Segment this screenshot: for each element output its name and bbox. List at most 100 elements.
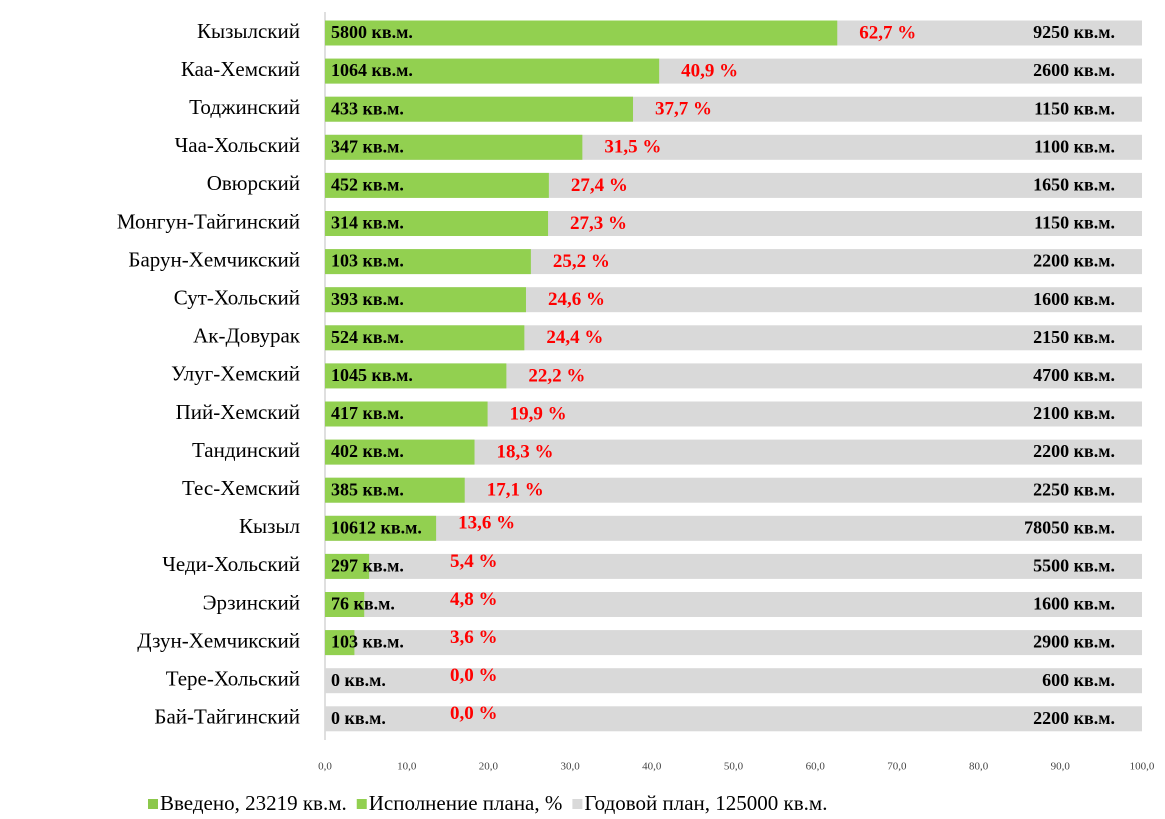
x-tick-label: 60,0: [806, 761, 826, 773]
plan-label: 1600 кв.м.: [1033, 289, 1115, 309]
completion-bar: [325, 134, 583, 160]
percent-label: 27,4 %: [571, 175, 628, 196]
percent-label: 0,0 %: [450, 703, 498, 724]
category-label: Бай-Тайгинский: [154, 705, 300, 729]
category-label: Кызылский: [197, 19, 300, 43]
category-label: Каа-Хемский: [181, 57, 300, 81]
plan-bar: [325, 668, 1142, 694]
plan-label: 2600 кв.м.: [1033, 60, 1115, 80]
category-label: Кызыл: [239, 514, 300, 538]
plan-label: 2200 кв.м.: [1033, 251, 1115, 271]
introduced-label: 103 кв.м.: [331, 251, 404, 271]
percent-label: 27,3 %: [570, 213, 627, 234]
plan-label: 1600 кв.м.: [1033, 594, 1115, 614]
category-label: Эрзинский: [203, 590, 300, 614]
x-tick-label: 10,0: [397, 761, 417, 773]
category-label: Сут-Хольский: [174, 286, 300, 310]
category-label: Монгун-Тайгинский: [117, 209, 300, 233]
percent-label: 31,5 %: [604, 137, 661, 158]
introduced-label: 1064 кв.м.: [331, 60, 413, 80]
percent-label: 13,6 %: [458, 513, 515, 534]
completion-bar: [325, 20, 838, 46]
completion-bar: [325, 477, 465, 503]
completion-bar: [325, 592, 365, 617]
plan-label: 2150 кв.м.: [1033, 327, 1115, 347]
introduced-label: 10612 кв.м.: [331, 517, 422, 537]
introduced-label: 0 кв.м.: [331, 670, 386, 690]
percent-label: 5,4 %: [450, 551, 498, 572]
introduced-label: 385 кв.м.: [331, 479, 404, 499]
plan-label: 78050 кв.м.: [1024, 517, 1115, 537]
introduced-label: 314 кв.м.: [331, 213, 404, 233]
plan-label: 2250 кв.м.: [1033, 479, 1115, 499]
completion-bar: [325, 553, 370, 579]
category-label: Тандинский: [192, 438, 300, 462]
legend-swatch: [356, 799, 367, 809]
plan-bar: [325, 592, 1142, 617]
category-label: Ак-Довурак: [193, 324, 301, 348]
percent-label: 4,8 %: [450, 589, 498, 610]
completion-bar: [325, 401, 488, 427]
category-label: Пий-Хемский: [176, 400, 300, 424]
plan-label: 1150 кв.м.: [1034, 213, 1115, 233]
plan-label: 2100 кв.м.: [1033, 403, 1115, 423]
category-label: Чаа-Хольский: [175, 133, 300, 157]
category-label: Чеди-Хольский: [162, 552, 300, 576]
percent-label: 22,2 %: [528, 365, 585, 386]
plan-label: 9250 кв.м.: [1033, 22, 1115, 42]
introduced-label: 417 кв.м.: [331, 403, 404, 423]
percent-label: 62,7 %: [859, 22, 916, 43]
plan-label: 5500 кв.м.: [1033, 556, 1115, 576]
plan-label: 1100 кв.м.: [1034, 136, 1115, 156]
completion-bar: [325, 249, 531, 275]
completion-bar: [325, 96, 634, 122]
introduced-label: 402 кв.м.: [331, 441, 404, 461]
percent-label: 18,3 %: [497, 441, 554, 462]
plan-bar: [325, 706, 1142, 732]
plan-label: 4700 кв.м.: [1033, 365, 1115, 385]
introduced-label: 297 кв.м.: [331, 556, 404, 576]
x-tick-label: 90,0: [1051, 761, 1071, 773]
completion-bar: [325, 287, 526, 313]
percent-label: 24,6 %: [548, 289, 605, 310]
category-label: Улуг-Хемский: [171, 362, 300, 386]
x-tick-label: 70,0: [887, 761, 907, 773]
plan-label: 1150 кв.м.: [1034, 98, 1115, 118]
category-label: Тере-Хольский: [166, 667, 300, 691]
x-tick-label: 80,0: [969, 761, 989, 773]
introduced-label: 433 кв.м.: [331, 98, 404, 118]
x-tick-label: 0,0: [318, 761, 332, 773]
introduced-label: 5800 кв.м.: [331, 22, 413, 42]
plan-label: 1650 кв.м.: [1033, 175, 1115, 195]
x-tick-label: 100,0: [1130, 761, 1155, 773]
introduced-label: 103 кв.м.: [331, 632, 404, 652]
plan-bar: [325, 553, 1142, 579]
plan-label: 600 кв.м.: [1042, 670, 1115, 690]
percent-label: 0,0 %: [450, 665, 498, 686]
category-label: Тоджинский: [189, 95, 300, 119]
percent-label: 19,9 %: [510, 403, 567, 424]
legend-label: Введено, 23219 кв.м.: [160, 791, 347, 815]
completion-bar: [325, 58, 660, 84]
completion-bar: [325, 439, 475, 465]
legend-swatch: [572, 799, 583, 809]
legend-label: Исполнение плана, %: [369, 791, 563, 815]
introduced-label: 524 кв.м.: [331, 327, 404, 347]
percent-label: 24,4 %: [546, 327, 603, 348]
plan-label: 2200 кв.м.: [1033, 441, 1115, 461]
percent-label: 40,9 %: [681, 60, 738, 81]
category-label: Тес-Хемский: [182, 476, 300, 500]
introduced-label: 0 кв.м.: [331, 708, 386, 728]
plan-bar: [325, 630, 1142, 656]
x-tick-label: 30,0: [560, 761, 580, 773]
completion-bar: [325, 630, 355, 656]
plan-label: 2900 кв.м.: [1033, 632, 1115, 652]
introduced-label: 76 кв.м.: [331, 594, 395, 614]
category-label: Дзун-Хемчикский: [137, 628, 300, 652]
plan-label: 2200 кв.м.: [1033, 708, 1115, 728]
completion-bar: [325, 515, 437, 541]
legend-swatch: [148, 799, 158, 809]
completion-bar: [325, 363, 507, 389]
x-tick-label: 50,0: [724, 761, 744, 773]
plan-bar: [325, 515, 1142, 541]
